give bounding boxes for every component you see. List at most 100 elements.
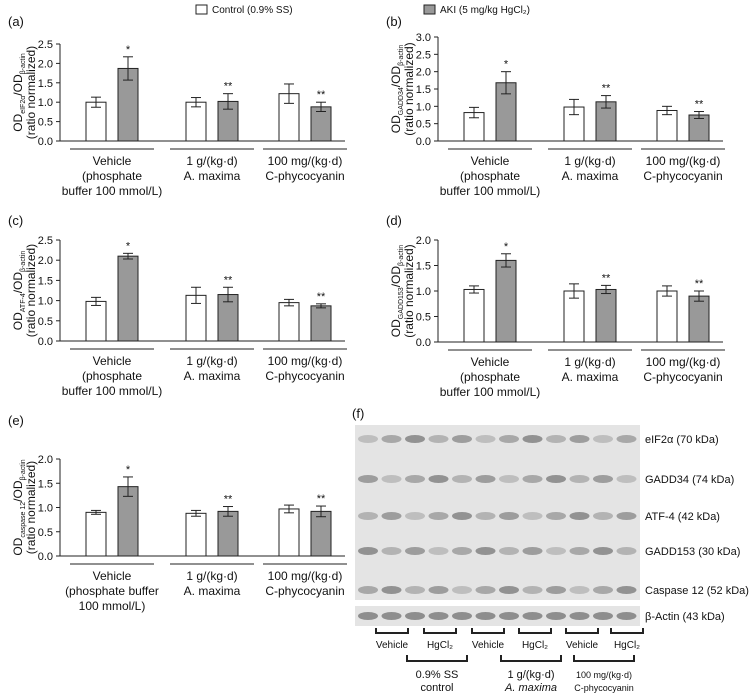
blot-band <box>616 612 637 620</box>
blot-band <box>428 547 449 555</box>
blot-band <box>522 586 543 594</box>
significance-star: ** <box>602 83 611 95</box>
blot-band <box>358 475 378 483</box>
blot-band <box>405 547 425 555</box>
blot-actin-strip <box>355 606 640 626</box>
blot-band <box>452 586 472 594</box>
blot-band <box>499 612 519 620</box>
x-tick-label: 1 g/(kg·d) <box>564 154 615 168</box>
y-axis-label: (ratio normalized) <box>24 244 38 337</box>
bar <box>278 508 300 557</box>
blot-band <box>452 512 472 520</box>
significance-star: ** <box>224 274 233 286</box>
y-tick-label: 0.0 <box>38 336 53 348</box>
blot-band <box>593 547 613 555</box>
blot-band <box>593 612 613 620</box>
bar <box>495 259 517 343</box>
blot-band <box>475 512 496 520</box>
y-axis-label-part: /OD <box>389 66 403 88</box>
blot-band <box>593 475 613 483</box>
x-tick-label: Vehicle <box>93 354 132 368</box>
bar <box>310 510 332 557</box>
x-tick-label: C-phycocyanin <box>643 169 722 183</box>
lane-bracket <box>565 628 599 634</box>
band-label: GADD34 (74 kDa) <box>645 474 734 486</box>
y-axis-label-part: /OD <box>389 266 403 288</box>
blot-band <box>569 435 590 443</box>
group-label: 100 mg/(kg·d) <box>576 670 632 680</box>
blot-band <box>475 586 496 594</box>
bar <box>595 288 617 343</box>
significance-star: * <box>126 464 131 476</box>
panel-label: (a) <box>8 14 24 29</box>
significance-star: ** <box>695 99 704 111</box>
x-tick-label: A. maxima <box>184 169 241 183</box>
significance-star: ** <box>602 272 611 284</box>
blot-band <box>381 547 402 555</box>
y-axis-label-part: β-actin <box>398 245 405 266</box>
legend-swatch <box>195 4 208 15</box>
x-tick-label: buffer 100 mmol/L) <box>62 184 163 198</box>
blot-band <box>428 435 449 443</box>
y-axis-label: ODATF-4/ODβ-actin <box>11 251 27 331</box>
x-tick-label: (phosphate buffer <box>65 584 159 598</box>
x-tick-label: buffer 100 mmol/L) <box>440 385 541 399</box>
blot-band <box>358 547 378 555</box>
significance-star: * <box>126 44 131 56</box>
blot-band <box>405 612 425 620</box>
blot-band <box>569 586 590 594</box>
blot-band <box>381 512 402 520</box>
significance-star: ** <box>224 494 233 506</box>
bar <box>85 511 107 557</box>
significance-star: ** <box>695 278 704 290</box>
bar <box>310 305 332 342</box>
band-label: GADD153 (30 kDa) <box>645 546 740 558</box>
y-tick-label: 1.0 <box>416 101 431 113</box>
y-axis-label-part: β-actin <box>398 45 405 66</box>
bar <box>656 290 678 343</box>
group-bracket <box>573 655 635 662</box>
y-tick-label: 2.5 <box>38 235 53 247</box>
blot-band <box>569 547 590 555</box>
blot-band <box>381 435 402 443</box>
blot-band <box>358 512 378 520</box>
blot-band <box>616 435 637 443</box>
y-tick-label: 1.5 <box>38 78 53 90</box>
y-tick-label: 0.5 <box>416 119 431 131</box>
blot-band <box>569 612 590 620</box>
band-label: Caspase 12 (52 kDa) <box>645 585 749 597</box>
bar <box>278 302 300 342</box>
blot-band <box>522 612 543 620</box>
blot-band <box>546 586 566 594</box>
bar <box>85 101 107 142</box>
x-tick-label: 100 mg/(kg·d) <box>268 569 343 583</box>
significance-star: ** <box>317 89 326 101</box>
group-label: 1 g/(kg·d) <box>507 669 554 681</box>
bar <box>117 486 139 557</box>
bar <box>85 300 107 342</box>
legend-label: Control (0.9% SS) <box>212 5 293 16</box>
y-axis-label-part: OD <box>11 113 25 131</box>
bar <box>117 255 139 342</box>
lane-label: HgCl₂ <box>427 640 453 651</box>
blot-band <box>475 547 496 555</box>
lane-bracket <box>471 628 505 634</box>
blot-band <box>499 512 519 520</box>
blot-band <box>546 612 566 620</box>
x-tick-label: A. maxima <box>184 369 241 383</box>
legend-label: AKI (5 mg/kg HgCl₂) <box>440 5 530 16</box>
panel-label: (d) <box>386 213 402 228</box>
lane-label: Vehicle <box>472 640 505 651</box>
blot-band <box>475 612 496 620</box>
blot-band <box>452 547 472 555</box>
group-label: control <box>420 682 453 694</box>
y-axis-label-part: OD <box>389 319 403 337</box>
y-tick-label: 2.0 <box>38 255 53 267</box>
blot-band <box>358 612 378 620</box>
panel-label: (e) <box>8 413 24 428</box>
y-tick-label: 1.5 <box>416 261 431 273</box>
blot-membrane <box>355 425 640 600</box>
significance-star: * <box>126 240 131 252</box>
blot-band <box>428 512 449 520</box>
